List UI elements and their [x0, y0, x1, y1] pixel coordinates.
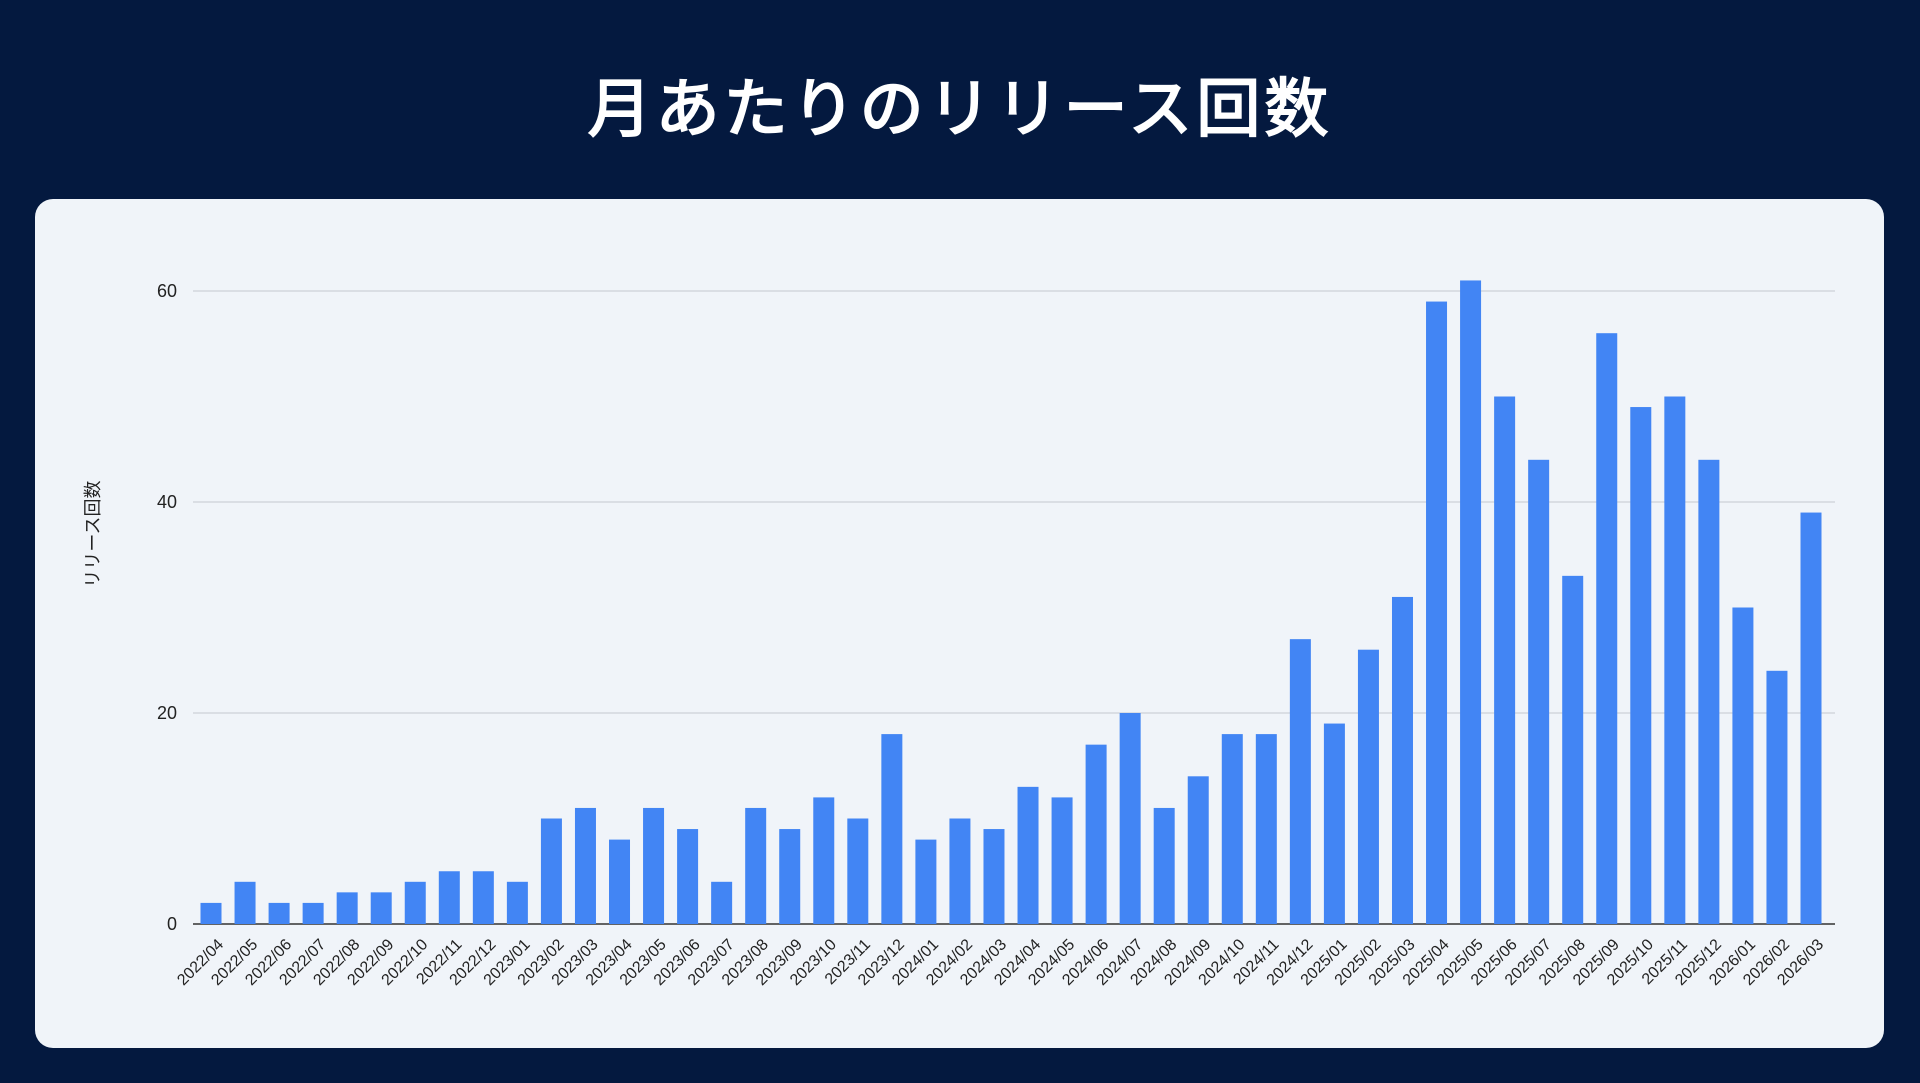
bar-2024-06	[1085, 744, 1107, 924]
bar-2026-02	[1766, 670, 1788, 924]
bar-2025-02	[1357, 649, 1379, 924]
bar-2025-09	[1596, 333, 1618, 924]
bar-2023-09	[779, 829, 801, 924]
bar-2022-06	[268, 902, 290, 924]
bar-2025-10	[1630, 407, 1652, 924]
bars	[200, 280, 1822, 924]
y-tick-label: 0	[167, 914, 177, 934]
bar-2024-04	[1017, 786, 1039, 924]
bar-2023-06	[677, 829, 699, 924]
bar-2025-12	[1698, 459, 1720, 924]
page-title: 月あたりのリリース回数	[587, 73, 1333, 147]
bar-2023-08	[745, 807, 767, 924]
bar-2022-04	[200, 902, 222, 924]
bar-2025-01	[1323, 723, 1345, 924]
bar-2022-05	[234, 881, 256, 924]
bar-2022-10	[404, 881, 426, 924]
y-tick-label: 40	[157, 492, 177, 512]
bar-2022-11	[438, 871, 460, 924]
bar-2024-03	[983, 829, 1005, 924]
bar-2026-03	[1800, 512, 1822, 924]
bar-2024-01	[915, 839, 937, 924]
bar-2025-11	[1664, 396, 1686, 924]
bar-2023-12	[881, 734, 903, 924]
y-axis-ticks: 0 20 40 60	[157, 281, 177, 934]
bar-2023-03	[574, 807, 596, 924]
bar-2022-09	[370, 892, 392, 924]
bar-2024-07	[1119, 713, 1141, 924]
bar-2022-08	[336, 892, 358, 924]
bar-2024-05	[1051, 797, 1073, 924]
bar-2024-08	[1153, 807, 1175, 924]
bar-2023-05	[643, 807, 665, 924]
y-axis-title: リリース回数	[83, 480, 104, 587]
bar-2025-08	[1562, 575, 1584, 924]
bar-2024-10	[1221, 734, 1243, 924]
y-tick-label: 60	[157, 281, 177, 301]
bar-2024-02	[949, 818, 971, 924]
bar-2024-11	[1255, 734, 1277, 924]
bar-2023-04	[609, 839, 631, 924]
bar-2022-07	[302, 902, 324, 924]
bar-2024-12	[1289, 639, 1311, 924]
bar-2025-03	[1391, 596, 1413, 924]
bar-2023-11	[847, 818, 869, 924]
bar-2025-04	[1426, 301, 1448, 924]
bar-2023-07	[711, 881, 733, 924]
grid-lines	[193, 290, 1835, 925]
y-tick-label: 20	[157, 703, 177, 723]
bar-2023-10	[813, 797, 835, 924]
bar-2025-05	[1460, 280, 1482, 924]
bar-2023-02	[540, 818, 562, 924]
bar-2022-12	[472, 871, 494, 924]
bar-2025-06	[1494, 396, 1516, 924]
bar-chart: 0 20 40 60 2022/042022/052022/062022/072022…	[83, 280, 1835, 989]
bar-2024-09	[1187, 776, 1209, 924]
bar-2023-01	[506, 881, 528, 924]
bar-2025-07	[1528, 459, 1550, 924]
x-axis-ticks: 2022/042022/052022/062022/072022/082022/…	[174, 936, 1827, 989]
bar-2026-01	[1732, 607, 1754, 924]
chart-card: 0 20 40 60 2022/04 2022/05 2022/06 2022/07 2022…	[35, 199, 1884, 1048]
